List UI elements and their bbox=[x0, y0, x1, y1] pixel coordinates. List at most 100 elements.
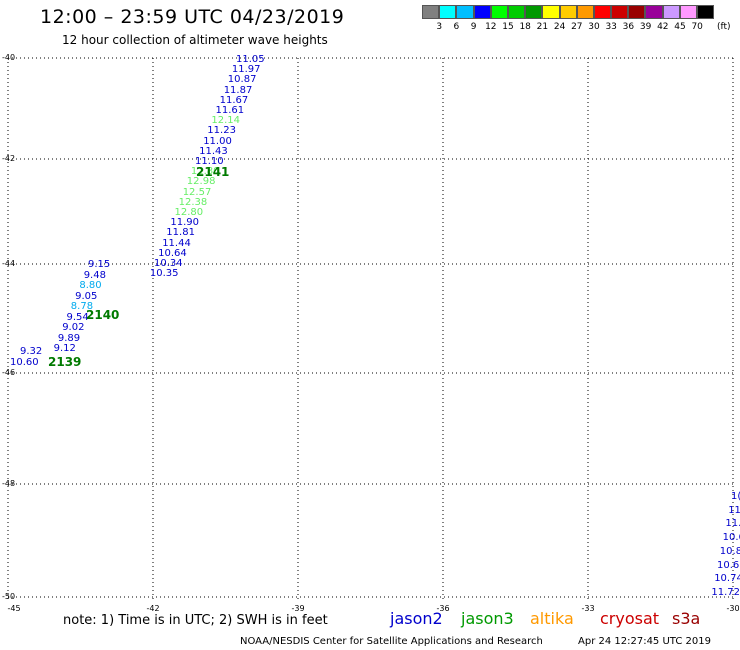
wave-height-value: 11. bbox=[725, 518, 740, 530]
wave-height-value: 11.90 bbox=[170, 217, 200, 229]
wave-height-value: 10.60 bbox=[10, 356, 39, 368]
wave-height-value: 10.64 bbox=[158, 247, 187, 259]
colorbar-swatch bbox=[525, 5, 543, 19]
footer-note: note: 1) Time is in UTC; 2) SWH is in fe… bbox=[63, 613, 328, 628]
longitude-label: -42 bbox=[146, 604, 160, 613]
wave-height-value: 12.98 bbox=[186, 176, 216, 188]
colorbar-tick-label: 45 bbox=[674, 22, 686, 32]
wave-height-value: 10.34 bbox=[154, 258, 183, 269]
legend-s3a: s3a bbox=[672, 609, 701, 628]
pass-number-label: 2141 bbox=[196, 165, 230, 179]
colorbar-tick-label: 30 bbox=[588, 22, 600, 32]
wave-height-value: 12.80 bbox=[190, 166, 220, 178]
wave-height-value: 11.10 bbox=[195, 156, 224, 167]
colorbar-swatch bbox=[422, 5, 440, 19]
wave-height-value: 12.57 bbox=[182, 186, 212, 198]
wave-height-value: 10.87 bbox=[227, 74, 257, 86]
legend-jason2: jason2 bbox=[390, 609, 443, 628]
colorbar-swatch bbox=[507, 5, 526, 19]
wave-height-value: 9.48 bbox=[83, 269, 106, 281]
wave-height-value: 11.00 bbox=[203, 135, 232, 147]
colorbar-swatch bbox=[679, 5, 697, 19]
pass-number-label: 2139 bbox=[48, 355, 82, 369]
pass-number-label: 2140 bbox=[86, 308, 120, 322]
wave-height-value: 11.05 bbox=[236, 54, 265, 65]
wave-height-value: 11.72 bbox=[711, 586, 740, 598]
wave-height-value: 11.97 bbox=[231, 64, 261, 76]
legend-altika: altika bbox=[530, 609, 574, 628]
wave-height-value: 10.6 bbox=[722, 532, 740, 544]
credit-line: NOAA/NESDIS Center for Satellite Applica… bbox=[240, 636, 543, 647]
latitude-label: -42 bbox=[2, 154, 16, 163]
wave-height-value: 9.89 bbox=[57, 332, 81, 344]
wave-height-value: 9.12 bbox=[53, 343, 76, 354]
longitude-label: -39 bbox=[291, 604, 305, 613]
colorbar-swatch bbox=[628, 5, 646, 19]
wave-height-value: 9.15 bbox=[88, 259, 111, 270]
colorbar-swatch bbox=[593, 5, 612, 19]
wave-height-colorbar bbox=[422, 5, 715, 19]
colorbar-swatch bbox=[559, 5, 577, 19]
colorbar-swatch bbox=[473, 5, 491, 19]
wave-height-value: 10.74 bbox=[714, 573, 740, 585]
colorbar-swatch bbox=[456, 5, 474, 19]
latitude-label: -46 bbox=[2, 368, 16, 377]
colorbar-tick-label: 6 bbox=[453, 22, 460, 32]
colorbar-tick-label: 24 bbox=[553, 22, 566, 32]
latitude-label: -50 bbox=[2, 592, 16, 601]
wave-height-value: 11.43 bbox=[199, 145, 228, 157]
longitude-label: -30 bbox=[726, 604, 740, 613]
longitude-label: -33 bbox=[581, 604, 595, 613]
colorbar-tick-label: 9 bbox=[470, 22, 477, 32]
colorbar-swatch bbox=[439, 5, 457, 19]
colorbar-tick-label: 21 bbox=[536, 22, 549, 32]
wave-height-value: 12.14 bbox=[211, 115, 241, 127]
colorbar-swatch bbox=[611, 5, 629, 19]
colorbar-tick-label: 3 bbox=[436, 22, 443, 32]
wave-height-value: 8.78 bbox=[70, 301, 94, 312]
generated-timestamp: Apr 24 12:27:45 UTC 2019 bbox=[578, 636, 711, 647]
wave-height-value: 10.67 bbox=[717, 559, 740, 571]
wave-height-value: 9.54 bbox=[66, 311, 89, 323]
wave-height-value: 9.32 bbox=[20, 346, 43, 357]
colorbar-tick-label: 39 bbox=[639, 22, 652, 32]
colorbar-unit: (ft) bbox=[717, 22, 731, 32]
longitude-label: -45 bbox=[7, 604, 21, 613]
wave-height-value: 11.61 bbox=[215, 105, 245, 116]
map-title: 12:00 – 23:59 UTC 04/23/2019 bbox=[40, 6, 345, 28]
colorbar-tick-label: 36 bbox=[622, 22, 635, 32]
colorbar-tick-label: 27 bbox=[571, 22, 583, 32]
colorbar-tick-label: 18 bbox=[519, 22, 531, 32]
wave-height-value: 11.87 bbox=[223, 84, 253, 96]
wave-height-value: 9.02 bbox=[62, 322, 85, 333]
colorbar-swatch bbox=[576, 5, 594, 19]
legend-jason3: jason3 bbox=[461, 609, 514, 628]
colorbar-tick-label: 70 bbox=[691, 22, 703, 32]
latitude-label: -48 bbox=[2, 479, 16, 488]
colorbar-tick-label: 42 bbox=[657, 22, 669, 32]
colorbar-tick-label: 33 bbox=[605, 22, 617, 32]
longitude-label: -36 bbox=[436, 604, 450, 613]
wave-height-value: 11.23 bbox=[207, 125, 236, 137]
wave-height-value: 11.81 bbox=[166, 227, 195, 239]
wave-height-value: 8.80 bbox=[79, 280, 102, 291]
wave-height-value: 1( bbox=[731, 491, 740, 502]
colorbar-swatch bbox=[490, 5, 508, 19]
wave-height-value: 11.67 bbox=[219, 94, 249, 106]
colorbar-swatch bbox=[697, 5, 715, 19]
colorbar-tick-label: 12 bbox=[485, 22, 497, 32]
latitude-label: -44 bbox=[2, 259, 16, 268]
wave-height-value: 12.80 bbox=[174, 207, 204, 218]
wave-height-value: 11.44 bbox=[162, 237, 191, 249]
wave-height-value: 10.35 bbox=[149, 268, 179, 280]
colorbar-tick-label: 15 bbox=[502, 22, 514, 32]
colorbar-swatch bbox=[662, 5, 680, 19]
map-subtitle: 12 hour collection of altimeter wave hei… bbox=[62, 33, 328, 47]
wave-height-value: 11. bbox=[728, 504, 740, 516]
latitude-label: -40 bbox=[2, 53, 16, 62]
wave-height-value: 10.86 bbox=[719, 545, 740, 557]
colorbar-swatch bbox=[645, 5, 663, 19]
wave-height-value: 12.38 bbox=[178, 196, 208, 208]
legend-cryosat: cryosat bbox=[600, 609, 660, 628]
